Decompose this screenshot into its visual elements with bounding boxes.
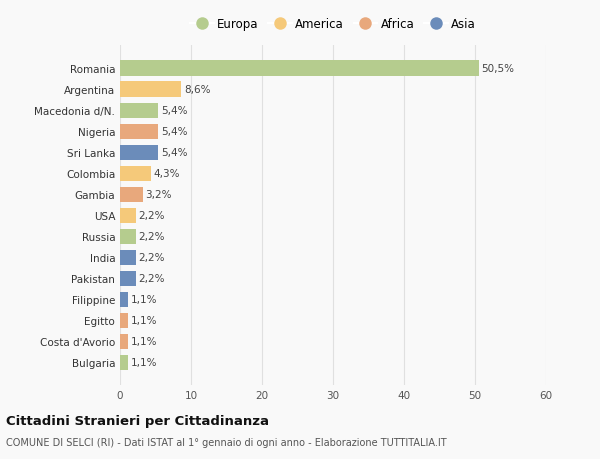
Text: 5,4%: 5,4%	[161, 106, 188, 116]
Bar	[120, 187, 143, 202]
Text: 2,2%: 2,2%	[139, 274, 165, 284]
Text: 1,1%: 1,1%	[131, 336, 157, 347]
Text: 2,2%: 2,2%	[139, 253, 165, 263]
Text: 2,2%: 2,2%	[139, 211, 165, 221]
Text: 1,1%: 1,1%	[131, 358, 157, 368]
Legend: Europa, America, Africa, Asia: Europa, America, Africa, Asia	[187, 14, 479, 34]
Bar	[120, 166, 151, 181]
Bar	[120, 292, 128, 307]
Text: 5,4%: 5,4%	[161, 148, 188, 158]
Bar	[120, 208, 136, 223]
Text: 5,4%: 5,4%	[161, 127, 188, 137]
Text: 2,2%: 2,2%	[139, 232, 165, 242]
Text: 4,3%: 4,3%	[154, 169, 180, 179]
Bar	[120, 334, 128, 349]
Bar	[120, 313, 128, 328]
Bar	[120, 145, 158, 160]
Bar	[120, 229, 136, 244]
Bar	[120, 355, 128, 370]
Bar	[120, 271, 136, 286]
Bar	[120, 82, 181, 97]
Text: 1,1%: 1,1%	[131, 316, 157, 325]
Bar	[120, 62, 479, 77]
Text: 50,5%: 50,5%	[481, 64, 514, 74]
Text: 1,1%: 1,1%	[131, 295, 157, 305]
Bar	[120, 124, 158, 140]
Text: COMUNE DI SELCI (RI) - Dati ISTAT al 1° gennaio di ogni anno - Elaborazione TUTT: COMUNE DI SELCI (RI) - Dati ISTAT al 1° …	[6, 437, 446, 447]
Bar	[120, 103, 158, 118]
Text: Cittadini Stranieri per Cittadinanza: Cittadini Stranieri per Cittadinanza	[6, 414, 269, 428]
Text: 3,2%: 3,2%	[146, 190, 172, 200]
Bar	[120, 250, 136, 265]
Text: 8,6%: 8,6%	[184, 85, 211, 95]
